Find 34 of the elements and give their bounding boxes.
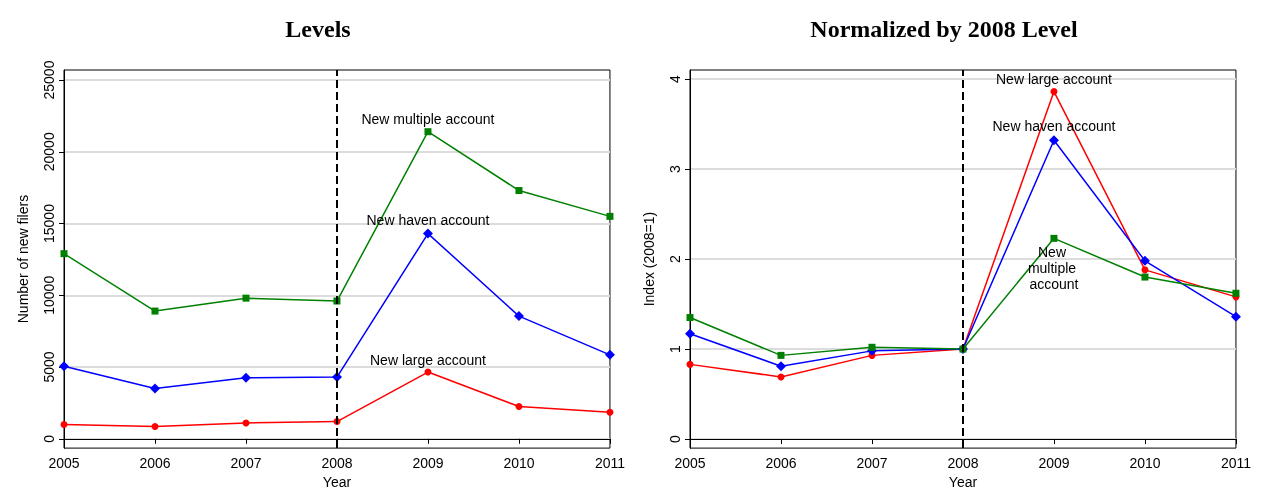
y-axis-title: Number of new filers	[15, 194, 31, 324]
y-tick-label: 0	[41, 434, 57, 443]
x-tick-label: 2007	[230, 455, 262, 472]
x-tick-label: 2009	[1038, 455, 1070, 472]
x-tick-label: 2010	[1129, 455, 1161, 472]
series-label: New large account	[369, 351, 487, 368]
y-axis-title: Index (2008=1)	[641, 211, 657, 307]
y-tick-label: 3	[667, 164, 683, 173]
y-tick-label: 1	[667, 344, 683, 353]
x-tick-label: 2011	[1220, 455, 1252, 472]
x-axis-title: Year	[322, 474, 352, 490]
x-tick-label: 2006	[765, 455, 797, 472]
x-tick-label: 2005	[674, 455, 706, 472]
x-axis-title: Year	[948, 474, 978, 490]
x-tick-label: 2007	[856, 455, 888, 472]
series-label: New multiple account	[361, 111, 495, 128]
x-tick-label: 2005	[48, 455, 80, 472]
y-tick-label: 25000	[41, 60, 57, 100]
chart-title: Levels	[285, 16, 351, 42]
y-tick-label: 15000	[41, 203, 57, 243]
y-tick-label: 0	[667, 435, 683, 443]
y-tick-label: 2	[667, 254, 683, 263]
y-tick-label: 4	[667, 74, 683, 83]
x-tick-label: 2010	[503, 455, 535, 472]
x-tick-label: 2009	[412, 455, 444, 472]
x-tick-label: 2006	[139, 455, 171, 472]
x-tick-label: 2011	[594, 455, 626, 472]
y-tick-label: 20000	[41, 132, 57, 172]
y-tick-label: 5000	[41, 351, 57, 383]
series-label: New large account	[995, 71, 1113, 88]
x-tick-label: 2008	[321, 455, 353, 472]
y-tick-label: 10000	[41, 275, 57, 315]
chart-title: Normalized by 2008 Level	[810, 16, 1078, 42]
x-tick-label: 2008	[947, 455, 979, 472]
